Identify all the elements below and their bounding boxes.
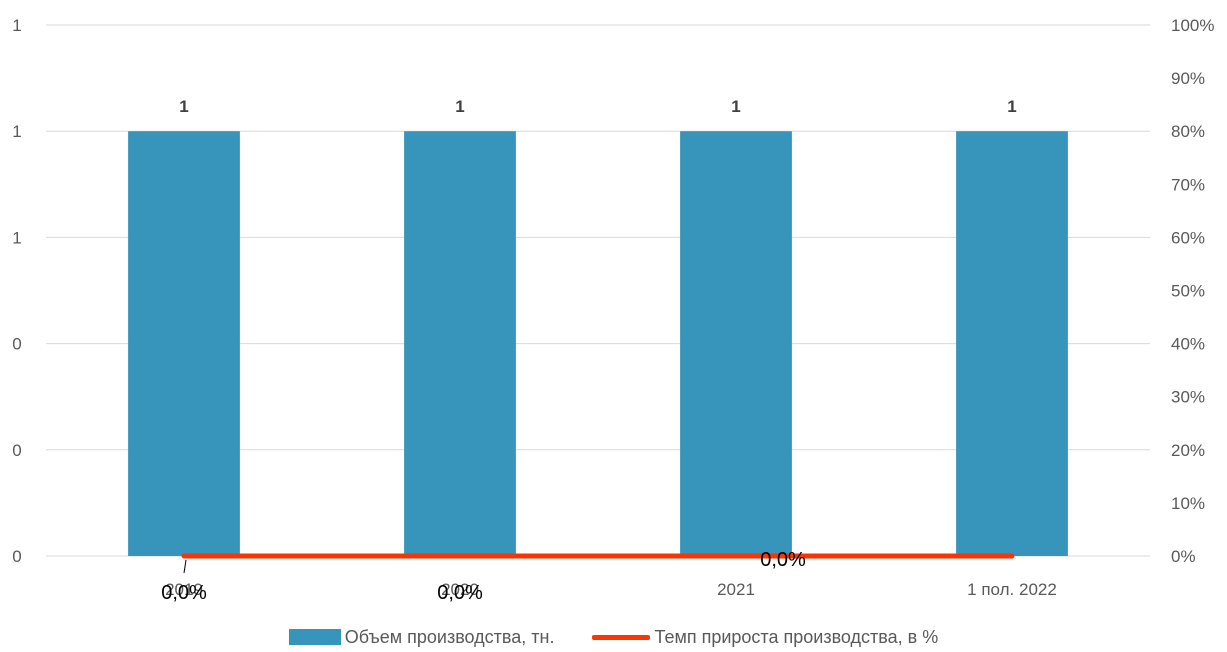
right-tick-label: 70% xyxy=(1171,175,1205,194)
left-tick-label: 0 xyxy=(12,335,21,354)
right-tick-label: 20% xyxy=(1171,441,1205,460)
right-tick-label: 50% xyxy=(1171,282,1205,301)
bar xyxy=(956,131,1068,556)
category-label: 2019 xyxy=(165,580,203,599)
right-tick-label: 60% xyxy=(1171,228,1205,247)
line-data-label: 0,0% xyxy=(760,549,806,571)
left-tick-label: 1 xyxy=(12,16,21,35)
bar xyxy=(404,131,516,556)
legend-label-volume: Объем производства, тн. xyxy=(344,626,555,647)
left-tick-label: 1 xyxy=(12,122,21,141)
line-data-label: 0,0% xyxy=(437,582,483,604)
legend-item-growth: Темп прироста производства, в % xyxy=(592,627,938,648)
right-tick-label: 100% xyxy=(1171,16,1214,35)
legend-swatch-line xyxy=(592,634,651,640)
category-label: 1 пол. 2022 xyxy=(967,580,1057,599)
right-tick-label: 90% xyxy=(1171,69,1205,88)
legend-item-volume: Объем производства, тн. xyxy=(288,626,555,648)
left-tick-label: 0 xyxy=(12,441,21,460)
legend: Объем производства, тн. Темп прироста пр… xyxy=(0,622,1227,652)
bar xyxy=(128,131,240,556)
bar xyxy=(680,131,792,556)
right-tick-label: 0% xyxy=(1171,547,1196,566)
leader-line xyxy=(183,559,187,574)
right-tick-label: 40% xyxy=(1171,335,1205,354)
category-label: 2021 xyxy=(717,580,755,599)
bar-data-label: 1 xyxy=(1007,97,1016,116)
legend-swatch-bar xyxy=(288,629,341,645)
bar-data-label: 1 xyxy=(455,97,464,116)
bar-data-label: 1 xyxy=(731,97,740,116)
bar-data-label: 1 xyxy=(179,97,188,116)
right-tick-label: 30% xyxy=(1171,388,1205,407)
right-tick-label: 80% xyxy=(1171,122,1205,141)
category-label: 2020 xyxy=(441,580,479,599)
right-tick-label: 10% xyxy=(1171,494,1205,513)
chart: 0001110%10%20%30%40%50%60%70%80%90%100%2… xyxy=(12,16,1214,604)
left-tick-label: 0 xyxy=(12,547,21,566)
line-data-label: 0,0% xyxy=(161,582,207,604)
left-tick-label: 1 xyxy=(12,228,21,247)
legend-label-growth: Темп прироста производства, в % xyxy=(654,626,939,647)
